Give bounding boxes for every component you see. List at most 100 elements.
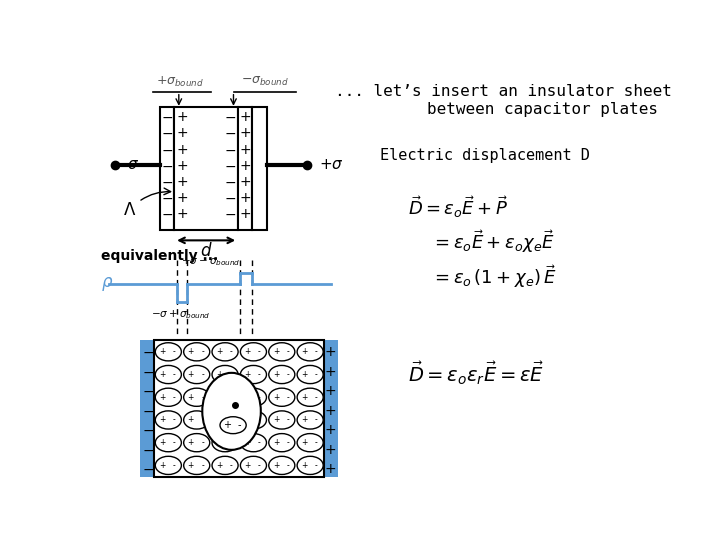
Ellipse shape bbox=[269, 411, 295, 429]
Text: $-$: $-$ bbox=[225, 110, 236, 124]
Bar bbox=[140, 340, 154, 477]
Ellipse shape bbox=[269, 434, 295, 452]
Ellipse shape bbox=[269, 388, 295, 406]
Text: $\Lambda$: $\Lambda$ bbox=[122, 188, 171, 219]
Text: +: + bbox=[273, 415, 279, 424]
Text: +: + bbox=[273, 393, 279, 402]
Text: -: - bbox=[258, 393, 261, 402]
Bar bbox=[238, 107, 252, 231]
Ellipse shape bbox=[297, 456, 323, 475]
Ellipse shape bbox=[156, 388, 181, 406]
Ellipse shape bbox=[184, 456, 210, 475]
Text: $\rho$: $\rho$ bbox=[101, 275, 113, 293]
Text: $+$: $+$ bbox=[325, 384, 336, 398]
Text: +: + bbox=[244, 415, 251, 424]
Text: $-$: $-$ bbox=[161, 191, 173, 205]
Text: $-$: $-$ bbox=[161, 126, 173, 140]
Text: +: + bbox=[216, 415, 222, 424]
Ellipse shape bbox=[202, 373, 261, 450]
Text: -: - bbox=[315, 347, 318, 356]
Text: $+$: $+$ bbox=[176, 126, 188, 140]
Text: $= \epsilon_o \vec{E} + \epsilon_o \chi_e \vec{E}$: $= \epsilon_o \vec{E} + \epsilon_o \chi_… bbox=[431, 228, 554, 255]
Text: $-$: $-$ bbox=[225, 159, 236, 173]
Text: +: + bbox=[244, 393, 251, 402]
Text: +: + bbox=[159, 393, 166, 402]
Ellipse shape bbox=[184, 411, 210, 429]
Text: Electric displacement D: Electric displacement D bbox=[379, 148, 590, 163]
Text: -: - bbox=[201, 438, 204, 447]
Text: $+$: $+$ bbox=[239, 143, 251, 157]
Text: $-$: $-$ bbox=[142, 364, 154, 379]
Bar bbox=[324, 340, 338, 477]
Text: -: - bbox=[201, 461, 204, 470]
Text: +: + bbox=[301, 438, 307, 447]
Text: $-$: $-$ bbox=[161, 110, 173, 124]
Text: $+$: $+$ bbox=[325, 423, 336, 437]
Ellipse shape bbox=[212, 366, 238, 383]
Text: $+$: $+$ bbox=[325, 462, 336, 476]
Text: +: + bbox=[244, 370, 251, 379]
Ellipse shape bbox=[297, 388, 323, 406]
Text: $-$: $-$ bbox=[161, 207, 173, 221]
Text: $+$: $+$ bbox=[176, 191, 188, 205]
Text: +: + bbox=[244, 347, 251, 356]
Ellipse shape bbox=[184, 434, 210, 452]
Text: +: + bbox=[188, 438, 194, 447]
Ellipse shape bbox=[212, 434, 238, 452]
Ellipse shape bbox=[297, 366, 323, 383]
Text: +: + bbox=[159, 415, 166, 424]
Text: $-$: $-$ bbox=[142, 345, 154, 359]
Text: +: + bbox=[188, 393, 194, 402]
Text: $-$: $-$ bbox=[142, 462, 154, 476]
Text: -: - bbox=[258, 438, 261, 447]
Text: +: + bbox=[188, 461, 194, 470]
Text: $+$: $+$ bbox=[239, 159, 251, 173]
Text: -: - bbox=[258, 415, 261, 424]
Text: -: - bbox=[173, 461, 176, 470]
Text: equivalently ...: equivalently ... bbox=[101, 249, 218, 263]
Text: $+$: $+$ bbox=[325, 345, 336, 359]
Text: $-$: $-$ bbox=[225, 143, 236, 157]
Text: $+$: $+$ bbox=[176, 207, 188, 221]
Text: -: - bbox=[315, 393, 318, 402]
Ellipse shape bbox=[156, 434, 181, 452]
Text: +: + bbox=[216, 393, 222, 402]
Text: +: + bbox=[159, 438, 166, 447]
Text: -: - bbox=[173, 347, 176, 356]
Text: $+$: $+$ bbox=[176, 159, 188, 173]
Text: $+$: $+$ bbox=[239, 207, 251, 221]
Text: $-$: $-$ bbox=[142, 443, 154, 456]
Text: $-\sigma$: $-\sigma$ bbox=[114, 158, 140, 172]
Text: -: - bbox=[173, 393, 176, 402]
Text: $-$: $-$ bbox=[142, 403, 154, 417]
Text: $\vec{D} = \epsilon_o \epsilon_r \vec{E} = \epsilon \vec{E}$: $\vec{D} = \epsilon_o \epsilon_r \vec{E}… bbox=[408, 359, 544, 387]
Ellipse shape bbox=[220, 417, 246, 434]
Text: +: + bbox=[244, 438, 251, 447]
Text: +: + bbox=[301, 370, 307, 379]
Text: -: - bbox=[287, 370, 289, 379]
Text: $+$: $+$ bbox=[176, 143, 188, 157]
Ellipse shape bbox=[212, 411, 238, 429]
Text: -: - bbox=[315, 461, 318, 470]
Text: -: - bbox=[201, 370, 204, 379]
Text: +: + bbox=[216, 347, 222, 356]
Ellipse shape bbox=[184, 366, 210, 383]
Text: +: + bbox=[301, 415, 307, 424]
Text: $+$: $+$ bbox=[176, 175, 188, 189]
Text: $-\sigma + \sigma_{bound}$: $-\sigma + \sigma_{bound}$ bbox=[151, 309, 211, 321]
Text: -: - bbox=[258, 347, 261, 356]
Text: +: + bbox=[159, 461, 166, 470]
Text: +: + bbox=[301, 393, 307, 402]
Ellipse shape bbox=[240, 411, 266, 429]
Text: -: - bbox=[173, 415, 176, 424]
Text: $+$: $+$ bbox=[325, 443, 336, 456]
Ellipse shape bbox=[240, 434, 266, 452]
Text: $-$: $-$ bbox=[225, 126, 236, 140]
Ellipse shape bbox=[240, 388, 266, 406]
Text: -: - bbox=[201, 415, 204, 424]
Ellipse shape bbox=[297, 434, 323, 452]
Text: +: + bbox=[273, 438, 279, 447]
Text: +: + bbox=[216, 370, 222, 379]
Ellipse shape bbox=[184, 343, 210, 361]
Text: -: - bbox=[238, 420, 241, 430]
